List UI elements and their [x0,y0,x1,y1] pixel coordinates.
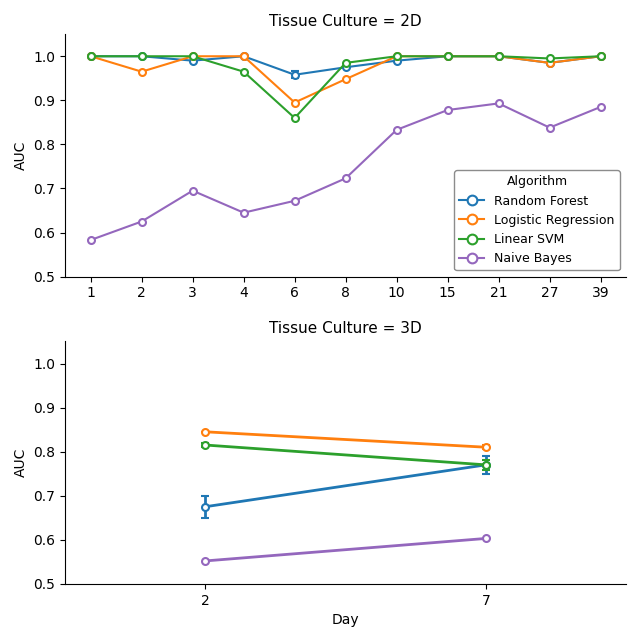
Title: Tissue Culture = 2D: Tissue Culture = 2D [269,14,422,29]
Y-axis label: AUC: AUC [14,448,28,478]
Y-axis label: AUC: AUC [14,141,28,170]
Title: Tissue Culture = 3D: Tissue Culture = 3D [269,321,422,336]
X-axis label: Day: Day [332,613,360,627]
Legend: Random Forest, Logistic Regression, Linear SVM, Naive Bayes: Random Forest, Logistic Regression, Line… [454,171,620,271]
